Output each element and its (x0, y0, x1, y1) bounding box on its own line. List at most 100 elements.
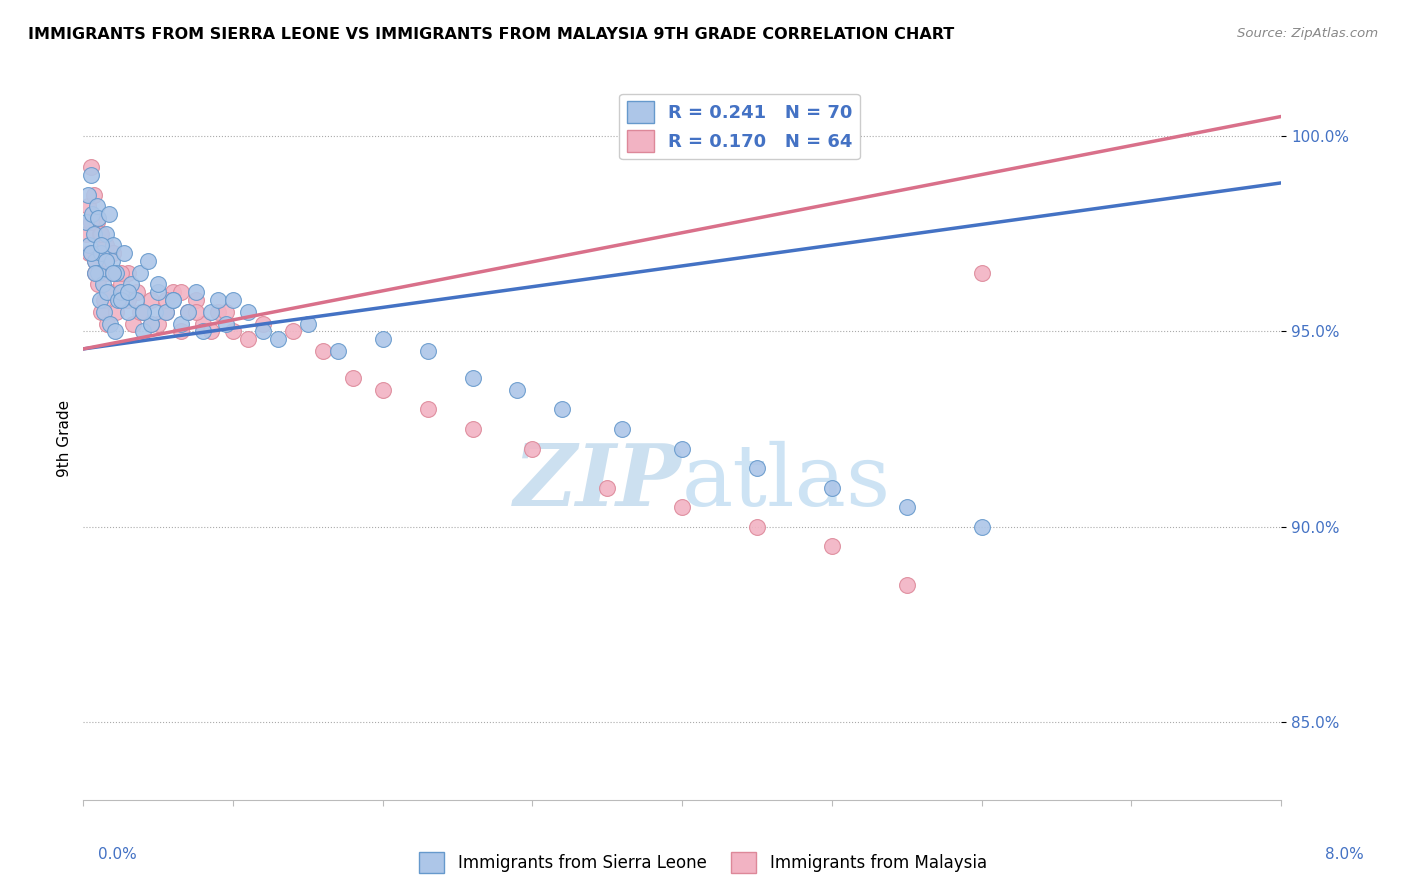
Point (821, 481, 844, 495)
Point (169, 285, 191, 300)
Point (214, 305, 236, 319)
Point (117, 285, 139, 300)
Point (80, 161, 103, 175)
Point (745, 519, 768, 533)
Point (821, 539, 844, 553)
Point (110, 277, 132, 292)
Point (98, 317, 121, 331)
Point (90, 246, 112, 260)
Text: atlas: atlas (682, 441, 891, 524)
Point (155, 305, 177, 319)
Point (96, 266, 118, 280)
Point (80, 215, 103, 229)
Point (612, 422, 634, 436)
Point (76, 199, 98, 213)
Point (132, 324, 155, 338)
Point (83, 187, 105, 202)
Point (184, 305, 207, 319)
Point (416, 343, 439, 358)
Point (82, 207, 104, 221)
Point (76, 187, 98, 202)
Point (84, 254, 107, 268)
Point (222, 324, 245, 338)
Point (84, 266, 107, 280)
Point (155, 305, 177, 319)
Point (146, 277, 169, 292)
Point (97, 207, 120, 221)
Point (96, 285, 118, 300)
Legend: R = 0.241   N = 70, R = 0.170   N = 64: R = 0.241 N = 70, R = 0.170 N = 64 (620, 94, 859, 160)
Point (90, 305, 112, 319)
Point (461, 371, 484, 385)
Point (120, 277, 142, 292)
Point (110, 266, 132, 280)
Point (89, 293, 111, 307)
Point (114, 293, 136, 307)
Point (506, 383, 529, 397)
Point (93, 293, 115, 307)
Text: 8.0%: 8.0% (1324, 847, 1364, 863)
Point (117, 293, 139, 307)
Point (89, 227, 111, 241)
Point (191, 317, 214, 331)
Point (91, 254, 114, 268)
Point (105, 266, 128, 280)
Point (896, 500, 918, 515)
Point (86, 215, 108, 229)
Point (80, 168, 103, 182)
Point (671, 442, 693, 456)
Point (98, 285, 121, 300)
Point (139, 317, 162, 331)
Point (896, 578, 918, 592)
Point (146, 285, 169, 300)
Point (371, 332, 394, 346)
Point (121, 317, 143, 331)
Point (91, 277, 114, 292)
Y-axis label: 9th Grade: 9th Grade (58, 401, 72, 477)
Point (146, 317, 169, 331)
Point (207, 293, 229, 307)
Point (87, 266, 110, 280)
Point (139, 293, 162, 307)
Text: IMMIGRANTS FROM SIERRA LEONE VS IMMIGRANTS FROM MALAYSIA 9TH GRADE CORRELATION C: IMMIGRANTS FROM SIERRA LEONE VS IMMIGRAN… (28, 27, 955, 42)
Point (77, 238, 100, 252)
Text: Source: ZipAtlas.com: Source: ZipAtlas.com (1237, 27, 1378, 40)
Point (207, 305, 229, 319)
Point (94, 227, 117, 241)
Point (136, 254, 159, 268)
Point (103, 266, 125, 280)
Point (125, 293, 148, 307)
Point (342, 371, 364, 385)
Point (281, 324, 304, 338)
Point (87, 211, 110, 225)
Point (155, 293, 177, 307)
Point (82, 215, 104, 229)
Point (200, 305, 222, 319)
Point (200, 324, 222, 338)
Point (139, 317, 162, 331)
Point (252, 317, 274, 331)
Point (132, 305, 155, 319)
Point (671, 500, 693, 515)
Point (75, 227, 97, 241)
Point (551, 402, 574, 417)
Point (96, 317, 118, 331)
Point (103, 238, 125, 252)
Point (169, 317, 191, 331)
Point (104, 324, 127, 338)
Point (105, 305, 128, 319)
Point (162, 293, 184, 307)
Point (103, 246, 125, 260)
Point (83, 227, 105, 241)
Text: ZIP: ZIP (515, 441, 682, 524)
Point (177, 305, 200, 319)
Point (162, 285, 184, 300)
Point (267, 332, 290, 346)
Point (127, 285, 149, 300)
Point (117, 305, 139, 319)
Point (90, 227, 112, 241)
Point (326, 343, 349, 358)
Point (80, 246, 103, 260)
Point (94, 238, 117, 252)
Point (970, 519, 993, 533)
